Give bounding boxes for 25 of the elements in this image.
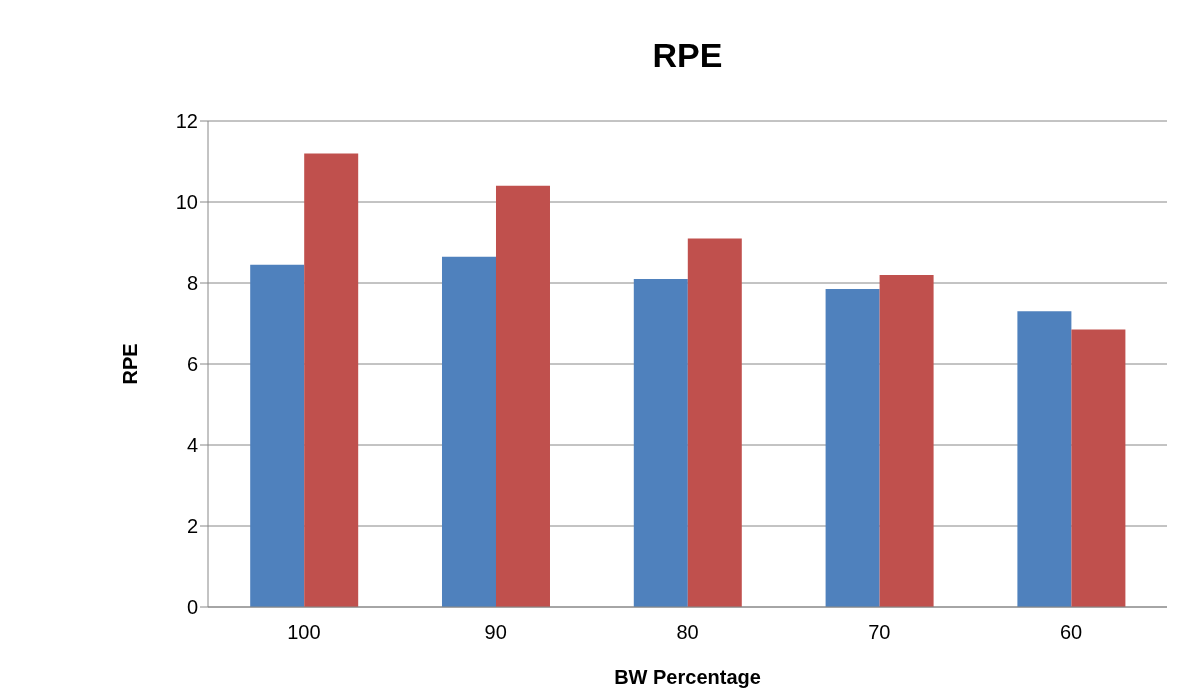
- bar: [879, 274, 934, 607]
- x-tick-label: 70: [868, 621, 891, 644]
- bar: [496, 185, 550, 607]
- chart-title: RPE: [651, 36, 724, 75]
- y-tick-label: 2: [186, 515, 198, 538]
- y-tick-label: 4: [186, 434, 198, 457]
- bar: [687, 238, 742, 607]
- bar: [633, 278, 688, 607]
- x-tick-label: 60: [1059, 621, 1083, 644]
- y-axis-title: RPE: [119, 343, 142, 385]
- bar: [304, 153, 359, 607]
- bar: [1071, 329, 1126, 607]
- x-axis-title: BW Percentage: [614, 666, 761, 688]
- bar: [1017, 311, 1072, 607]
- y-tick-label: 6: [186, 353, 198, 376]
- y-tick-label: 12: [175, 110, 198, 133]
- bar: [442, 256, 496, 607]
- y-tick-label: 8: [186, 272, 198, 295]
- x-tick-label: 100: [287, 621, 321, 644]
- x-tick-label: 80: [676, 621, 699, 644]
- y-tick-label: 0: [186, 596, 198, 619]
- bar: [250, 264, 305, 607]
- y-tick-label: 10: [175, 191, 198, 214]
- x-tick-label: 90: [484, 621, 507, 644]
- bar: [825, 289, 880, 607]
